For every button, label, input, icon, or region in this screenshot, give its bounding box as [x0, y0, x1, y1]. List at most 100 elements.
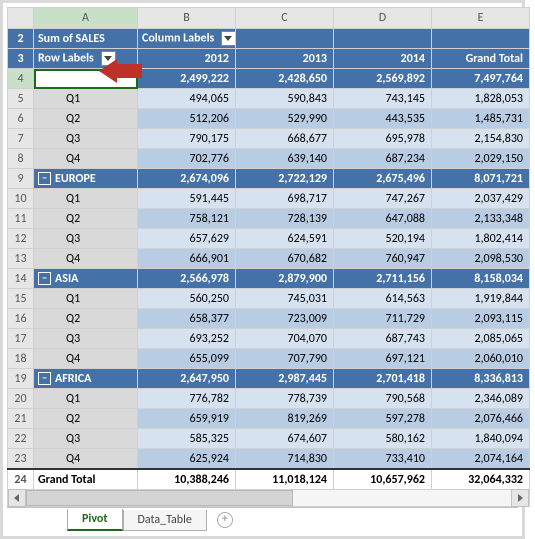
data-cell[interactable]: 2,154,830 — [432, 129, 530, 149]
quarter-label[interactable]: Q2 — [34, 309, 138, 329]
row-header[interactable]: 19 — [8, 369, 34, 389]
row-header[interactable]: 8 — [8, 149, 34, 169]
scroll-thumb[interactable] — [26, 490, 293, 506]
data-cell[interactable]: 2,060,010 — [432, 349, 530, 369]
data-cell[interactable]: 443,535 — [334, 109, 432, 129]
row-header[interactable]: 4 — [8, 69, 34, 89]
quarter-label[interactable]: Q4 — [34, 349, 138, 369]
row-header[interactable]: 10 — [8, 189, 34, 209]
row-header[interactable]: 20 — [8, 389, 34, 409]
year-2012[interactable]: 2012 — [138, 49, 236, 69]
add-sheet-button[interactable]: + — [207, 509, 243, 531]
data-cell[interactable]: 747,267 — [334, 189, 432, 209]
data-cell[interactable]: 2,029,150 — [432, 149, 530, 169]
column-labels[interactable]: Column Labels — [138, 29, 236, 49]
quarter-label[interactable]: Q1 — [34, 389, 138, 409]
quarter-label[interactable]: Q4 — [34, 249, 138, 269]
data-cell[interactable]: 1,840,094 — [432, 429, 530, 449]
data-cell[interactable]: 1,802,414 — [432, 229, 530, 249]
data-cell[interactable]: 580,162 — [334, 429, 432, 449]
data-cell[interactable]: 655,099 — [138, 349, 236, 369]
data-cell[interactable]: 614,563 — [334, 289, 432, 309]
year-2014[interactable]: 2014 — [334, 49, 432, 69]
data-cell[interactable]: 2,098,530 — [432, 249, 530, 269]
data-cell[interactable]: 1,919,844 — [432, 289, 530, 309]
quarter-label[interactable]: Q2 — [34, 409, 138, 429]
row-header[interactable]: 5 — [8, 89, 34, 109]
row-header[interactable]: 21 — [8, 409, 34, 429]
col-header-B[interactable]: B — [138, 8, 236, 29]
data-cell[interactable]: 512,206 — [138, 109, 236, 129]
data-cell[interactable]: 658,377 — [138, 309, 236, 329]
row-labels-dropdown-icon[interactable] — [101, 51, 116, 66]
data-cell[interactable]: 790,175 — [138, 129, 236, 149]
collapse-icon[interactable]: − — [38, 172, 51, 185]
quarter-label[interactable]: Q4 — [34, 149, 138, 169]
data-cell[interactable]: 625,924 — [138, 449, 236, 470]
column-labels-dropdown-icon[interactable] — [221, 31, 235, 46]
group-americas[interactable]: −AMERICAS — [34, 69, 138, 89]
row-header[interactable]: 3 — [8, 49, 34, 69]
data-cell[interactable]: 790,568 — [334, 389, 432, 409]
row-header[interactable]: 7 — [8, 129, 34, 149]
quarter-label[interactable]: Q3 — [34, 329, 138, 349]
data-cell[interactable]: 819,269 — [236, 409, 334, 429]
data-cell[interactable]: 760,947 — [334, 249, 432, 269]
data-cell[interactable]: 687,234 — [334, 149, 432, 169]
col-header-D[interactable]: D — [334, 8, 432, 29]
scroll-right-button[interactable] — [511, 489, 529, 507]
horizontal-scrollbar[interactable] — [26, 490, 511, 506]
data-cell[interactable]: 674,607 — [236, 429, 334, 449]
quarter-label[interactable]: Q1 — [34, 289, 138, 309]
data-cell[interactable]: 2,093,115 — [432, 309, 530, 329]
row-header[interactable]: 18 — [8, 349, 34, 369]
data-cell[interactable]: 776,782 — [138, 389, 236, 409]
data-cell[interactable]: 743,145 — [334, 89, 432, 109]
data-cell[interactable]: 707,790 — [236, 349, 334, 369]
row-header[interactable]: 23 — [8, 449, 34, 470]
group-africa[interactable]: −AFRICA — [34, 369, 138, 389]
collapse-icon[interactable]: − — [38, 272, 51, 285]
row-header[interactable]: 2 — [8, 29, 34, 49]
data-cell[interactable]: 1,828,053 — [432, 89, 530, 109]
data-cell[interactable]: 778,739 — [236, 389, 334, 409]
data-cell[interactable]: 2,133,348 — [432, 209, 530, 229]
quarter-label[interactable]: Q3 — [34, 229, 138, 249]
row-header[interactable]: 24 — [8, 469, 34, 490]
data-cell[interactable]: 2,085,065 — [432, 329, 530, 349]
row-header[interactable]: 6 — [8, 109, 34, 129]
data-cell[interactable]: 702,776 — [138, 149, 236, 169]
row-labels[interactable]: Row Labels — [34, 49, 138, 69]
data-cell[interactable]: 698,717 — [236, 189, 334, 209]
data-cell[interactable]: 659,919 — [138, 409, 236, 429]
group-europe[interactable]: −EUROPE — [34, 169, 138, 189]
quarter-label[interactable]: Q3 — [34, 129, 138, 149]
data-cell[interactable]: 711,729 — [334, 309, 432, 329]
row-header[interactable]: 14 — [8, 269, 34, 289]
year-2013[interactable]: 2013 — [236, 49, 334, 69]
data-cell[interactable]: 1,485,731 — [432, 109, 530, 129]
data-cell[interactable]: 590,843 — [236, 89, 334, 109]
data-cell[interactable]: 714,830 — [236, 449, 334, 470]
data-cell[interactable]: 687,743 — [334, 329, 432, 349]
quarter-label[interactable]: Q2 — [34, 209, 138, 229]
data-cell[interactable]: 639,140 — [236, 149, 334, 169]
quarter-label[interactable]: Q2 — [34, 109, 138, 129]
row-header[interactable]: 17 — [8, 329, 34, 349]
data-cell[interactable]: 2,074,164 — [432, 449, 530, 470]
row-header[interactable]: 12 — [8, 229, 34, 249]
tab-data-table[interactable]: Data_Table — [123, 510, 207, 531]
data-cell[interactable]: 2,037,429 — [432, 189, 530, 209]
data-cell[interactable]: 520,194 — [334, 229, 432, 249]
data-cell[interactable]: 697,121 — [334, 349, 432, 369]
col-header-C[interactable]: C — [236, 8, 334, 29]
data-cell[interactable]: 695,978 — [334, 129, 432, 149]
scroll-left-button[interactable] — [8, 489, 26, 507]
quarter-label[interactable]: Q1 — [34, 89, 138, 109]
col-header-E[interactable]: E — [432, 8, 530, 29]
data-cell[interactable]: 670,682 — [236, 249, 334, 269]
data-cell[interactable]: 733,410 — [334, 449, 432, 470]
row-header[interactable]: 13 — [8, 249, 34, 269]
data-cell[interactable]: 597,278 — [334, 409, 432, 429]
data-cell[interactable]: 494,065 — [138, 89, 236, 109]
